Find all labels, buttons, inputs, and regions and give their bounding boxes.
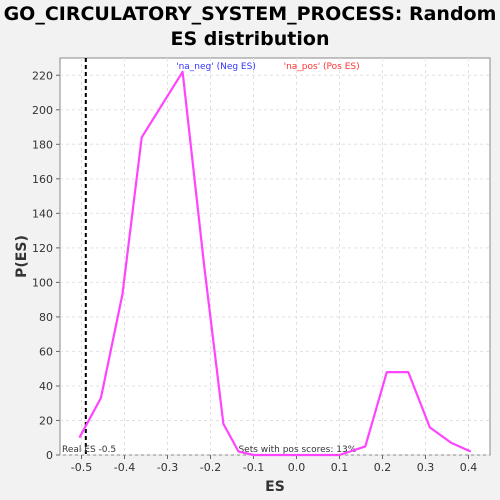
- y-tick-label: 60: [39, 345, 53, 358]
- y-tick-label: 160: [32, 173, 53, 186]
- y-tick-label: 0: [46, 449, 53, 462]
- y-axis-title: P(ES): [14, 235, 30, 278]
- x-tick-label: 0.0: [288, 461, 306, 474]
- y-tick-label: 80: [39, 311, 53, 324]
- y-tick-label: 220: [32, 69, 53, 82]
- chart-title-line-1: GO_CIRCULATORY_SYSTEM_PROCESS: Random: [3, 3, 497, 25]
- x-axis-title: ES: [265, 479, 285, 495]
- x-tick-label: -0.1: [243, 461, 264, 474]
- pos-scores-annotation: Sets with pos scores: 13%: [238, 445, 356, 455]
- x-tick-label: -0.3: [157, 461, 178, 474]
- y-tick-label: 20: [39, 414, 53, 427]
- x-tick-label: -0.2: [200, 461, 221, 474]
- y-tick-label: 140: [32, 207, 53, 220]
- y-tick-label: 100: [32, 276, 53, 289]
- legend-entry: 'na_pos' (Pos ES): [284, 62, 360, 72]
- y-tick-label: 120: [32, 242, 53, 255]
- x-tick-label: -0.5: [71, 461, 92, 474]
- y-tick-label: 200: [32, 104, 53, 117]
- x-tick-label: 0.3: [417, 461, 435, 474]
- x-tick-label: 0.1: [331, 461, 349, 474]
- chart-title-line-2: ES distribution: [170, 28, 330, 50]
- plot-area: [59, 57, 491, 456]
- x-tick-label: 0.2: [374, 461, 392, 474]
- chart-title: GO_CIRCULATORY_SYSTEM_PROCESS: Random ES…: [0, 2, 500, 52]
- real-es-label: Real ES -0.5: [62, 445, 116, 455]
- x-tick-label: 0.4: [460, 461, 478, 474]
- legend-entry: 'na_neg' (Neg ES): [176, 62, 256, 72]
- y-tick-label: 40: [39, 380, 53, 393]
- y-tick-label: 180: [32, 138, 53, 151]
- x-tick-label: -0.4: [114, 461, 135, 474]
